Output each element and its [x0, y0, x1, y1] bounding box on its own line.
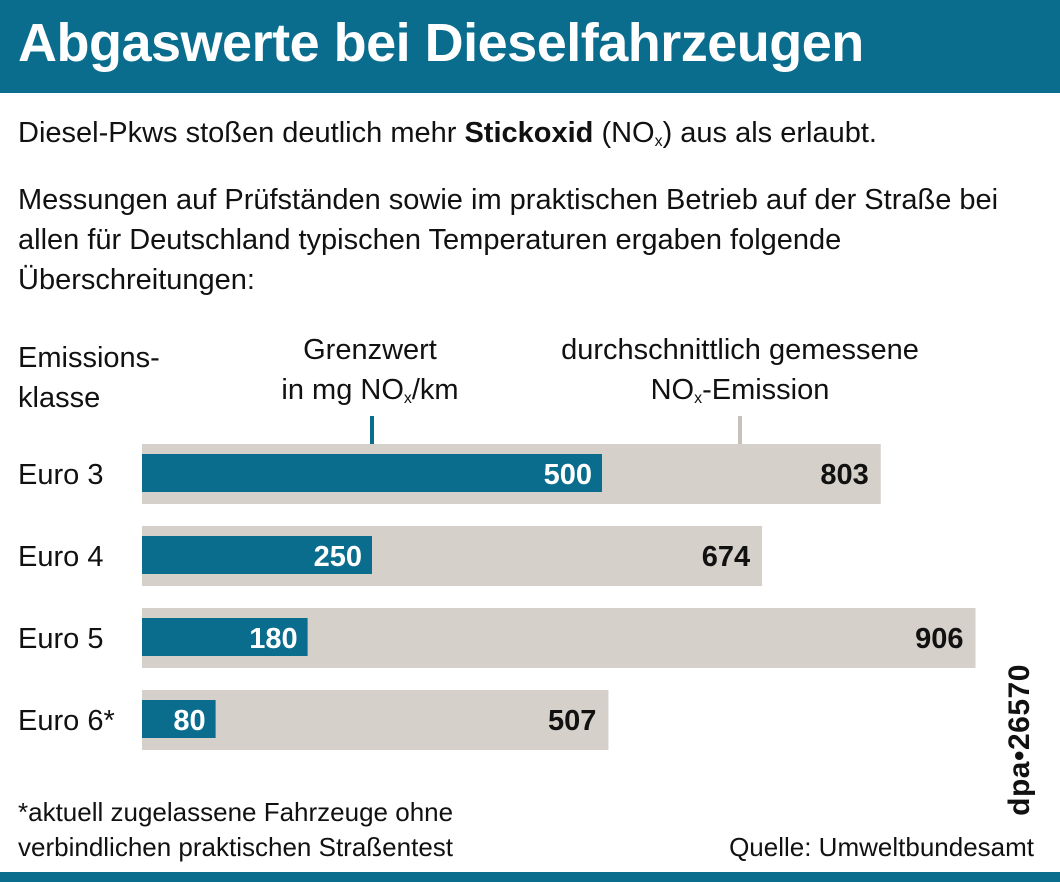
intro-post: ) aus als erlaubt. [662, 117, 877, 149]
intro-text: Diesel-Pkws stoßen deutlich mehr Stickox… [18, 113, 877, 162]
intro-bold: Stickoxid [464, 117, 594, 149]
footer-bar [0, 872, 1060, 882]
intro-pre: Diesel-Pkws stoßen deutlich mehr [18, 117, 465, 149]
category-label: Euro 4 [18, 541, 103, 573]
category-label: Euro 3 [18, 459, 103, 491]
measured-label-line2: NOx-Emission [520, 370, 960, 419]
description-text: Messungen auf Prüfständen sowie im prakt… [18, 184, 999, 296]
emission-label-line2: klasse [18, 382, 101, 414]
intro-sub: x [654, 132, 663, 150]
measured-bar [142, 690, 609, 750]
measured-value-label: 674 [702, 541, 750, 573]
limit-value-label: 250 [314, 541, 362, 573]
limit-bar [142, 700, 216, 738]
footnote: *aktuell zugelassene Fahrzeuge ohne verb… [18, 795, 453, 865]
limit-value-label: 180 [249, 623, 297, 655]
measured-label-line1: durchschnittlich gemessene [561, 334, 919, 366]
category-label: Euro 6* [18, 705, 115, 737]
limit-value-label: 500 [544, 459, 592, 491]
limit-label-sub: x [403, 389, 412, 407]
measured-label-post: -Emission [702, 374, 830, 406]
measured-value-label: 906 [915, 623, 963, 655]
limit-label-pre: in mg NO [281, 374, 404, 406]
measured-value-label: 507 [548, 705, 596, 737]
source-text: Quelle: Umweltbundesamt [729, 832, 1034, 862]
limit-bar [142, 454, 602, 492]
limit-label: Grenzwert in mg NOx/km [240, 330, 500, 419]
limit-bar [142, 536, 372, 574]
limit-label-line1: Grenzwert [303, 334, 437, 366]
emission-label-line1: Emissions- [18, 342, 160, 374]
category-label: Euro 5 [18, 623, 103, 655]
intro-mid: (NO [593, 117, 655, 149]
measured-label-sub: x [694, 389, 703, 407]
limit-bar [142, 618, 308, 656]
limit-label-post: /km [411, 374, 459, 406]
dpa-badge: dpa•26570 [1003, 664, 1036, 816]
measured-value-label: 803 [820, 459, 868, 491]
measured-label: durchschnittlich gemessene NOx-Emission [520, 330, 960, 419]
measured-label-pre: NO [650, 374, 695, 406]
footnote-line1: *aktuell zugelassene Fahrzeuge ohne [18, 797, 454, 827]
page-title: Abgaswerte bei Dieselfahrzeugen [18, 13, 864, 73]
footnote-line2: verbindlichen praktischen Straßentest [18, 832, 454, 862]
emission-class-label: Emissions- klasse [18, 338, 160, 418]
header-bar: Abgaswerte bei Dieselfahrzeugen [0, 0, 1060, 93]
limit-label-line2: in mg NOx/km [240, 370, 500, 419]
limit-value-label: 80 [173, 705, 205, 737]
